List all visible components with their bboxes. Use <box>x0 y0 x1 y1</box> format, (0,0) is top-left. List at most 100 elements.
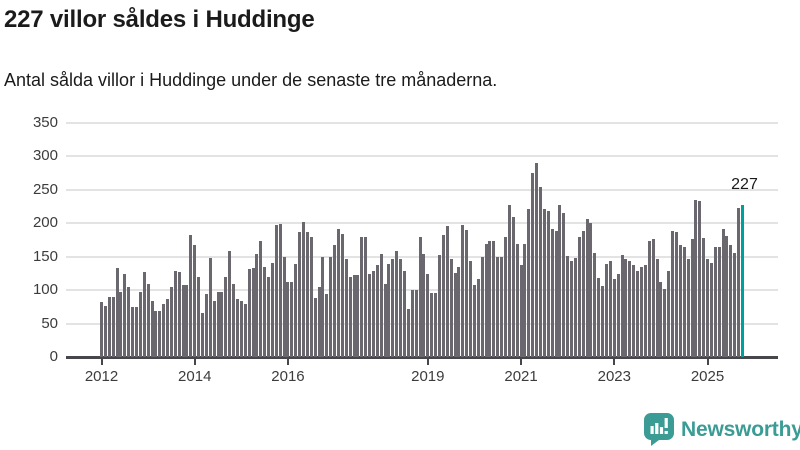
bar <box>410 290 414 357</box>
bar <box>531 173 535 357</box>
gridline <box>66 122 778 124</box>
bar <box>177 272 181 357</box>
bar <box>620 255 624 357</box>
bar <box>593 253 597 357</box>
y-axis-label: 150 <box>32 247 58 265</box>
newsworthy-logo-text: Newsworthy <box>681 417 800 441</box>
bar <box>686 259 690 357</box>
bar <box>702 238 706 357</box>
bar <box>364 236 368 357</box>
bar <box>628 260 632 357</box>
bar <box>403 270 407 357</box>
bar <box>554 230 558 357</box>
bar <box>523 244 527 357</box>
bar <box>247 268 251 357</box>
bar <box>546 210 550 357</box>
bar <box>107 296 111 357</box>
bar <box>449 259 453 357</box>
bar <box>356 274 360 357</box>
newsworthy-logo-icon <box>644 413 674 446</box>
bar <box>674 232 678 357</box>
bar <box>453 273 457 357</box>
bar <box>348 277 352 357</box>
bar <box>399 258 403 357</box>
bar <box>445 226 449 357</box>
bar <box>352 274 356 357</box>
bar <box>371 270 375 357</box>
bar <box>239 300 243 357</box>
x-axis-line <box>66 356 778 359</box>
x-axis-label: 2023 <box>597 368 631 385</box>
y-axis-label: 50 <box>41 314 58 332</box>
bar <box>302 221 305 357</box>
bar <box>321 257 325 357</box>
bar <box>511 217 515 357</box>
bar <box>441 235 445 357</box>
bar <box>111 296 115 357</box>
bar <box>430 292 434 357</box>
bar <box>267 277 271 357</box>
bar <box>298 232 302 357</box>
gridline <box>66 155 778 158</box>
x-axis-tick <box>193 359 196 365</box>
bar <box>678 245 682 357</box>
bar <box>286 282 290 357</box>
bar <box>119 291 123 357</box>
x-axis-label: 2021 <box>504 368 538 385</box>
bar <box>131 306 135 357</box>
bar <box>150 300 154 357</box>
gridline <box>66 255 778 258</box>
bar <box>197 276 201 357</box>
bar <box>694 199 698 357</box>
bar <box>515 244 519 357</box>
x-axis-tick <box>426 359 429 365</box>
bar <box>457 267 461 357</box>
bar <box>274 225 278 357</box>
bar <box>647 240 651 357</box>
bar <box>488 240 492 357</box>
bar <box>717 246 721 357</box>
bar <box>713 246 717 357</box>
bar <box>476 279 480 357</box>
bar <box>632 265 636 357</box>
bar <box>340 234 344 357</box>
bar <box>659 282 663 357</box>
bar <box>519 265 523 357</box>
bar <box>682 246 686 357</box>
bar <box>387 264 391 357</box>
bar <box>437 255 441 357</box>
y-axis-label: 100 <box>32 281 58 299</box>
bar <box>212 300 216 357</box>
bar <box>123 274 127 357</box>
bar <box>414 290 418 357</box>
bar <box>527 208 531 357</box>
bar-series <box>100 123 744 357</box>
bar <box>263 267 267 357</box>
bar <box>368 274 372 357</box>
bar <box>379 254 383 357</box>
bar <box>426 274 430 357</box>
bar <box>204 294 208 357</box>
y-axis-label: 0 <box>49 348 58 365</box>
bar <box>216 291 220 357</box>
bar <box>538 186 542 357</box>
x-axis-tick <box>100 359 103 365</box>
bar <box>290 282 294 357</box>
bar <box>585 219 589 357</box>
bar <box>173 270 177 357</box>
bar <box>127 286 131 357</box>
gridline <box>66 322 778 325</box>
bar <box>733 252 737 357</box>
bar <box>562 213 566 357</box>
bar <box>103 305 107 357</box>
bar <box>185 284 189 357</box>
bar <box>706 259 710 357</box>
y-axis-label: 300 <box>32 147 58 165</box>
bar <box>418 236 422 357</box>
bar <box>461 225 465 357</box>
bar <box>570 261 574 357</box>
bar <box>251 268 255 357</box>
bar <box>737 207 741 357</box>
